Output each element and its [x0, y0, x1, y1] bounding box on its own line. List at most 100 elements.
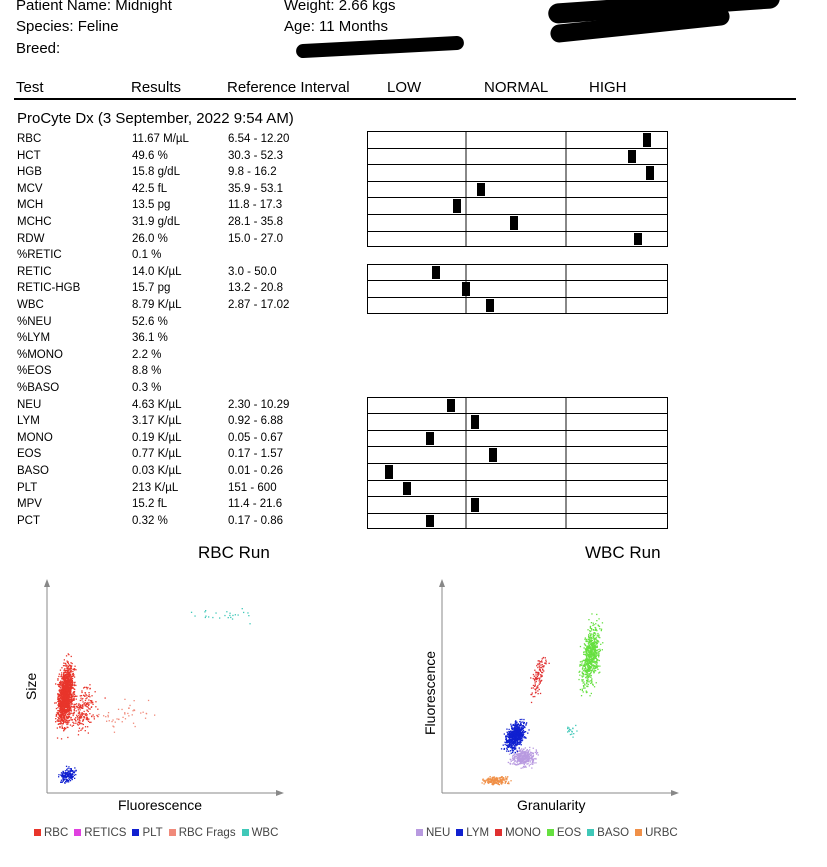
- range-marker: [476, 182, 485, 197]
- range-gauge: [367, 429, 668, 447]
- wbc-ylabel: Fluorescence: [422, 650, 438, 735]
- result-value: 8.79 K/µL: [132, 299, 182, 311]
- wbc-xlabel: Granularity: [517, 797, 586, 813]
- range-marker: [634, 232, 643, 246]
- table-row: NEU 4.63 K/µL 2.30 - 10.29: [0, 396, 827, 414]
- reference-interval: 30.3 - 52.3: [228, 149, 283, 162]
- range-marker: [453, 199, 462, 213]
- result-value: 3.17 K/µL: [132, 415, 182, 428]
- legend-label: URBC: [645, 827, 678, 839]
- legend-swatch: [34, 829, 41, 837]
- table-row: PLT 213 K/µL 151 - 600: [0, 479, 827, 497]
- table-row: RETIC 14.0 K/µL 3.0 - 50.0: [0, 263, 827, 281]
- range-marker: [402, 481, 411, 496]
- result-value: 31.9 g/dL: [132, 216, 180, 228]
- result-value: 26.0 %: [132, 232, 168, 245]
- range-gauge: [367, 396, 668, 414]
- test-name: %EOS: [17, 365, 52, 378]
- col-results: Results: [131, 79, 182, 96]
- rbc-run-plot: [44, 579, 284, 796]
- test-name: PCT: [17, 514, 40, 527]
- legend-label: RBC Frags: [178, 827, 236, 839]
- table-row: %MONO 2.2 %: [0, 347, 827, 364]
- range-gauge: [367, 180, 668, 198]
- result-value: 36.1 %: [132, 332, 168, 345]
- range-marker: [447, 398, 456, 413]
- result-value: 4.63 K/µL: [132, 398, 182, 411]
- reference-interval: 11.4 - 21.6: [228, 498, 283, 511]
- test-name: NEU: [17, 398, 42, 411]
- result-value: 42.5 fL: [132, 182, 168, 195]
- table-row: %BASO 0.3 %: [0, 380, 827, 397]
- reference-interval: 2.87 - 17.02: [228, 299, 290, 311]
- rbc-legend: RBC RETICS PLT RBC Frags WBC: [28, 827, 278, 839]
- legend-swatch: [416, 829, 423, 837]
- test-name: HGB: [17, 166, 42, 179]
- legend-swatch: [74, 829, 82, 837]
- range-gauge: [367, 147, 668, 165]
- test-name: PLT: [17, 481, 38, 494]
- table-row: RDW 26.0 % 15.0 - 27.0: [0, 230, 827, 248]
- test-name: WBC: [17, 299, 44, 311]
- range-gauge: [367, 280, 668, 297]
- range-marker: [470, 415, 479, 429]
- range-gauge: [367, 230, 668, 248]
- wbc-y-arrow-icon: [439, 579, 445, 587]
- test-name: MCH: [17, 199, 44, 212]
- reference-interval: 6.54 - 12.20: [228, 133, 290, 145]
- result-value: 52.6 %: [132, 315, 168, 328]
- table-row: MONO 0.19 K/µL 0.05 - 0.67: [0, 429, 827, 447]
- result-value: 13.5 pg: [132, 199, 171, 212]
- range-gauge: [367, 496, 668, 513]
- reference-interval: 0.01 - 0.26: [228, 465, 283, 477]
- range-gauge: [367, 263, 668, 281]
- table-row: HCT 49.6 % 30.3 - 52.3: [0, 147, 827, 165]
- test-name: %NEU: [17, 315, 52, 328]
- patient-weight: Weight: 2.66 kgs: [284, 0, 396, 14]
- col-test: Test: [16, 79, 44, 96]
- result-value: 2.2 %: [132, 348, 162, 361]
- range-marker: [488, 448, 497, 462]
- test-name: MCHC: [17, 216, 52, 228]
- rbc-xlabel: Fluorescence: [118, 797, 203, 813]
- section-title: ProCyte Dx (3 September, 2022 9:54 AM): [17, 110, 294, 127]
- legend-label: WBC: [251, 827, 279, 839]
- wbc-run-plot: [439, 579, 679, 796]
- wbc-x-arrow-icon: [671, 790, 679, 796]
- legend-swatch: [168, 829, 176, 837]
- reference-interval: 0.92 - 6.88: [228, 415, 283, 428]
- legend-label: EOS: [556, 827, 582, 839]
- table-row: MCH 13.5 pg 11.8 - 17.3: [0, 197, 827, 214]
- table-row: WBC 8.79 K/µL 2.87 - 17.02: [0, 297, 827, 314]
- test-name: RBC: [17, 133, 42, 145]
- test-name: RETIC-HGB: [17, 282, 81, 295]
- reference-interval: 0.05 - 0.67: [228, 431, 283, 444]
- result-value: 0.3 %: [132, 382, 162, 394]
- range-marker: [426, 431, 435, 446]
- range-marker: [628, 149, 637, 164]
- result-value: 49.6 %: [132, 149, 168, 162]
- result-value: 0.1 %: [132, 249, 162, 262]
- rbc-run-title: RBC Run: [198, 543, 270, 562]
- test-name: MPV: [17, 498, 42, 511]
- reference-interval: 28.1 - 35.8: [228, 216, 283, 228]
- wbc-run-title: WBC Run: [585, 543, 661, 562]
- patient-breed: Breed:: [16, 40, 61, 57]
- test-name: %MONO: [17, 348, 63, 361]
- reference-interval: 0.17 - 1.57: [228, 448, 283, 461]
- result-value: 0.19 K/µL: [132, 431, 182, 444]
- table-row: %LYM 36.1 %: [0, 330, 827, 347]
- range-gauge: [367, 214, 668, 231]
- legend-swatch: [635, 829, 643, 837]
- reference-interval: 35.9 - 53.1: [228, 182, 283, 195]
- table-row: %NEU 52.6 %: [0, 314, 827, 331]
- reference-interval: 9.8 - 16.2: [228, 166, 277, 179]
- test-name: RETIC: [17, 265, 52, 278]
- legend-label: MONO: [505, 827, 541, 839]
- test-name: LYM: [17, 415, 40, 428]
- test-name: HCT: [17, 149, 41, 162]
- legend-swatch: [587, 829, 595, 837]
- range-gauge: [367, 512, 668, 530]
- redaction-mark: [295, 35, 465, 59]
- test-name: MCV: [17, 182, 43, 195]
